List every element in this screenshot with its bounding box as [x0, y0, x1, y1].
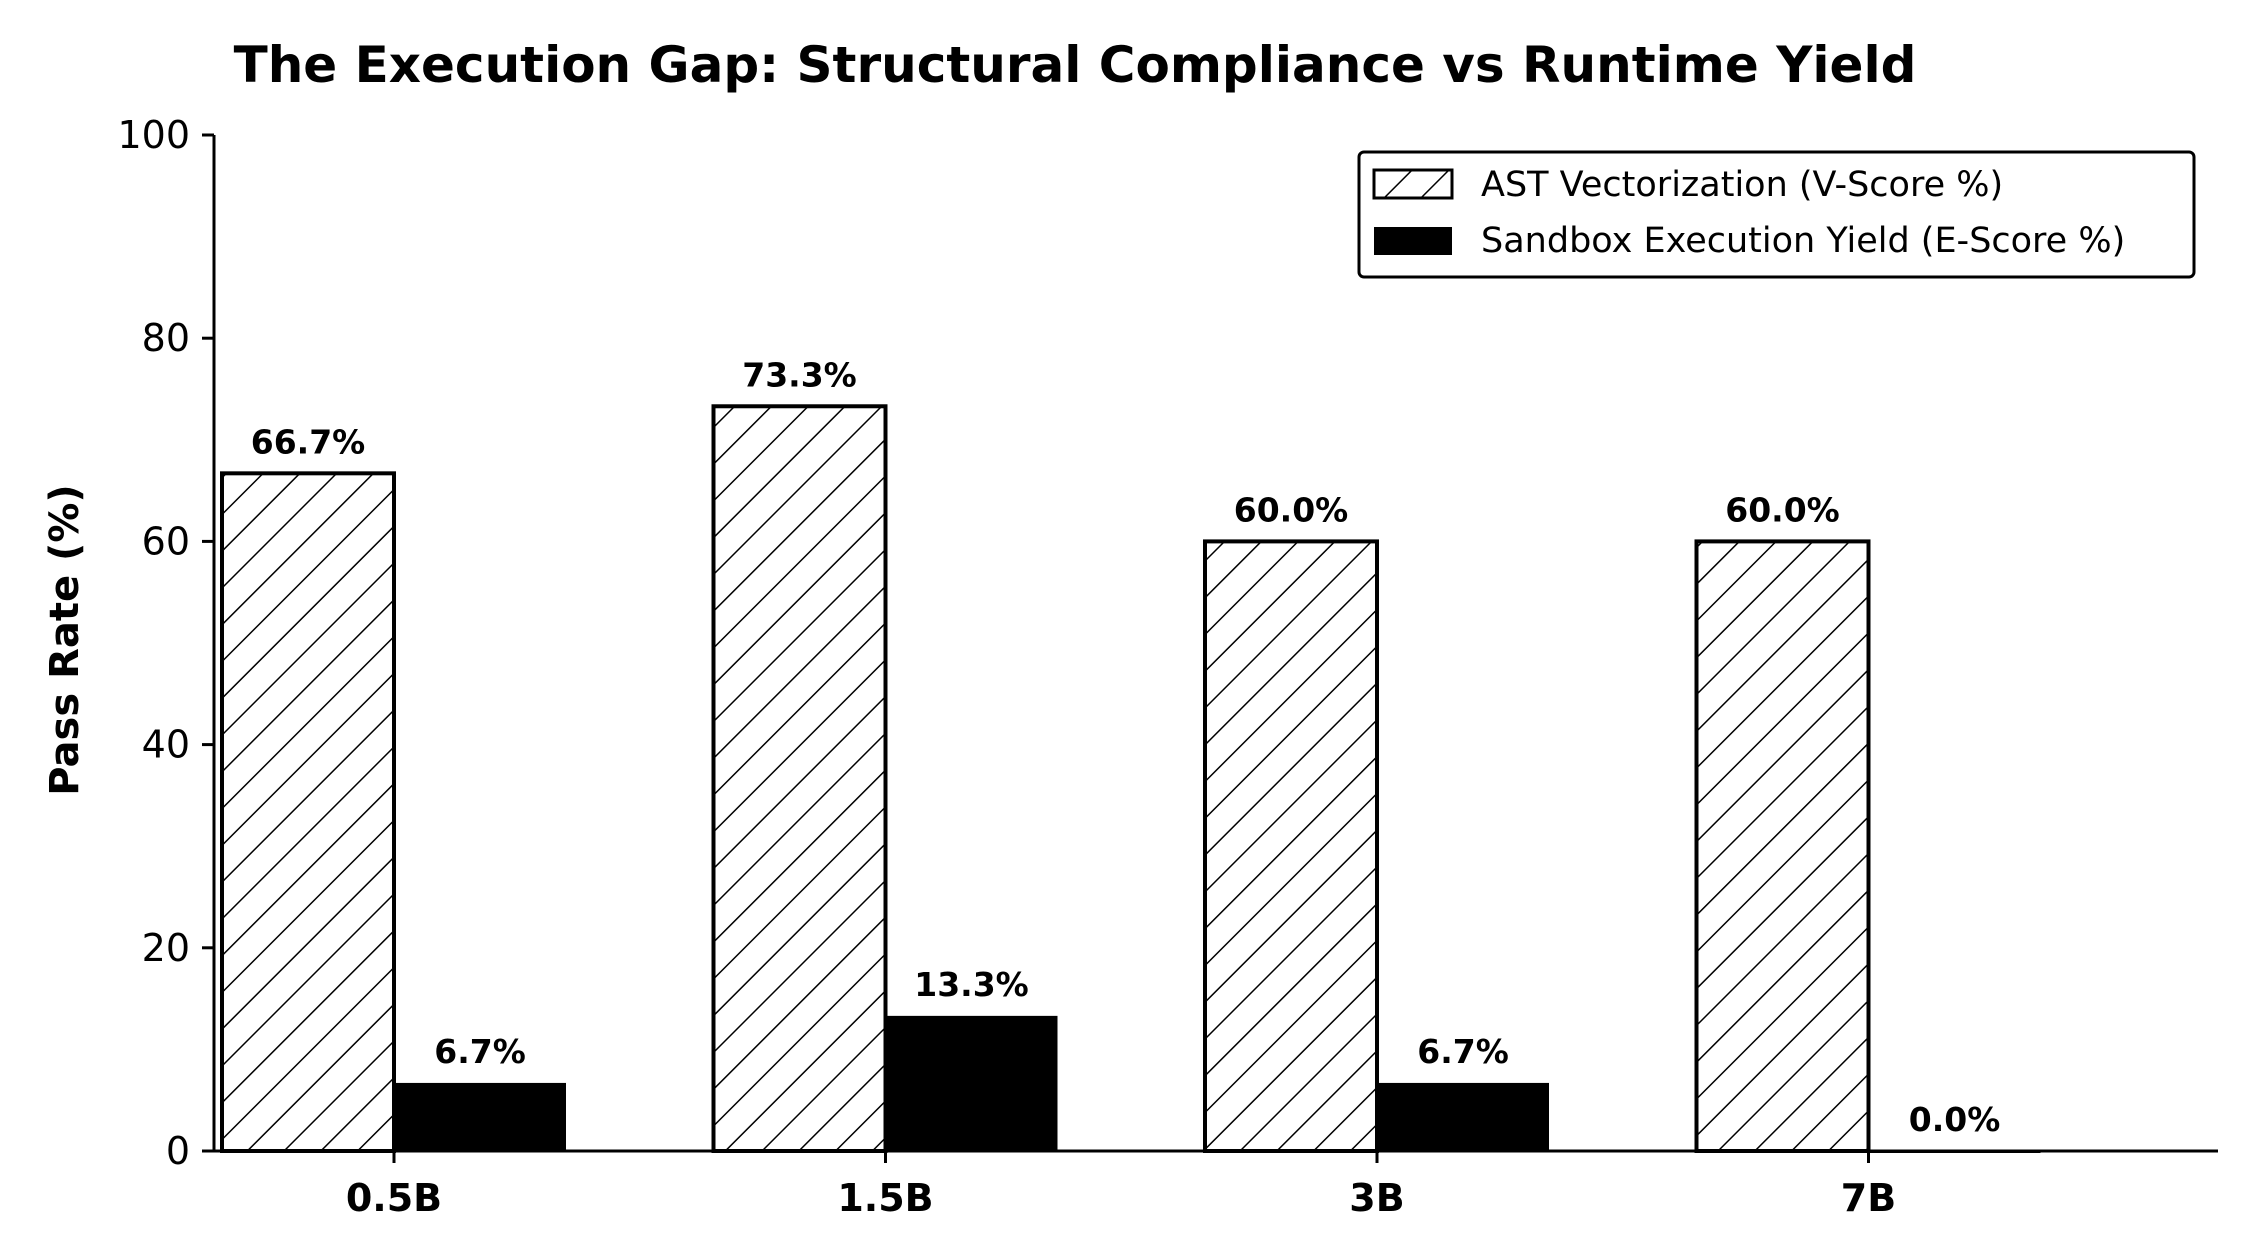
bar-ast-vectorization [711, 404, 888, 1154]
data-label-ast: 66.7% [251, 422, 366, 461]
y-axis-label: Pass Rate (%) [42, 484, 88, 795]
bar-sandbox-execution [1377, 1082, 1549, 1151]
data-label-ast: 60.0% [1725, 490, 1840, 529]
data-label-sandbox: 13.3% [914, 965, 1029, 1004]
x-tick-label: 0.5B [346, 1176, 442, 1220]
bar-ast-vectorization [1203, 539, 1379, 1153]
bar-sandbox-execution [394, 1082, 566, 1151]
y-tick-label: 60 [142, 519, 190, 563]
chart-title: The Execution Gap: Structural Compliance… [234, 36, 1917, 94]
data-label-ast: 60.0% [1234, 490, 1349, 529]
x-tick-label: 3B [1349, 1176, 1404, 1220]
bar-sandbox-execution [885, 1015, 1058, 1151]
y-tick-label: 80 [142, 316, 190, 360]
plot-area: 0 20 40 60 80 100 0.5B 66.7% 6.7% 1.5B 73.3% 13.3% 3… [117, 113, 2218, 1220]
legend-swatch-ast [1372, 168, 1454, 200]
legend: AST Vectorization (V-Score %) Sandbox Ex… [1357, 150, 2196, 279]
y-tick-label: 0 [166, 1129, 190, 1173]
bar-ast-vectorization [220, 471, 396, 1153]
bar-ast-vectorization [1694, 539, 1871, 1153]
data-label-sandbox: 6.7% [1417, 1032, 1509, 1071]
y-tick-label: 20 [142, 926, 190, 970]
legend-label-sandbox: Sandbox Execution Yield (E-Score %) [1481, 221, 2125, 261]
data-label-sandbox: 6.7% [434, 1032, 526, 1071]
legend-swatch-sandbox [1374, 227, 1452, 255]
legend-frame [1357, 150, 2196, 279]
x-tick-label: 7B [1841, 1176, 1896, 1220]
bar-sandbox-execution [1868, 1151, 2041, 1153]
data-label-ast: 73.3% [742, 355, 857, 394]
x-tick-label: 1.5B [837, 1176, 933, 1220]
y-tick-label: 100 [117, 113, 190, 157]
legend-label-ast: AST Vectorization (V-Score %) [1481, 165, 2003, 205]
y-tick-label: 40 [142, 723, 190, 767]
data-label-sandbox: 0.0% [1909, 1100, 2001, 1139]
